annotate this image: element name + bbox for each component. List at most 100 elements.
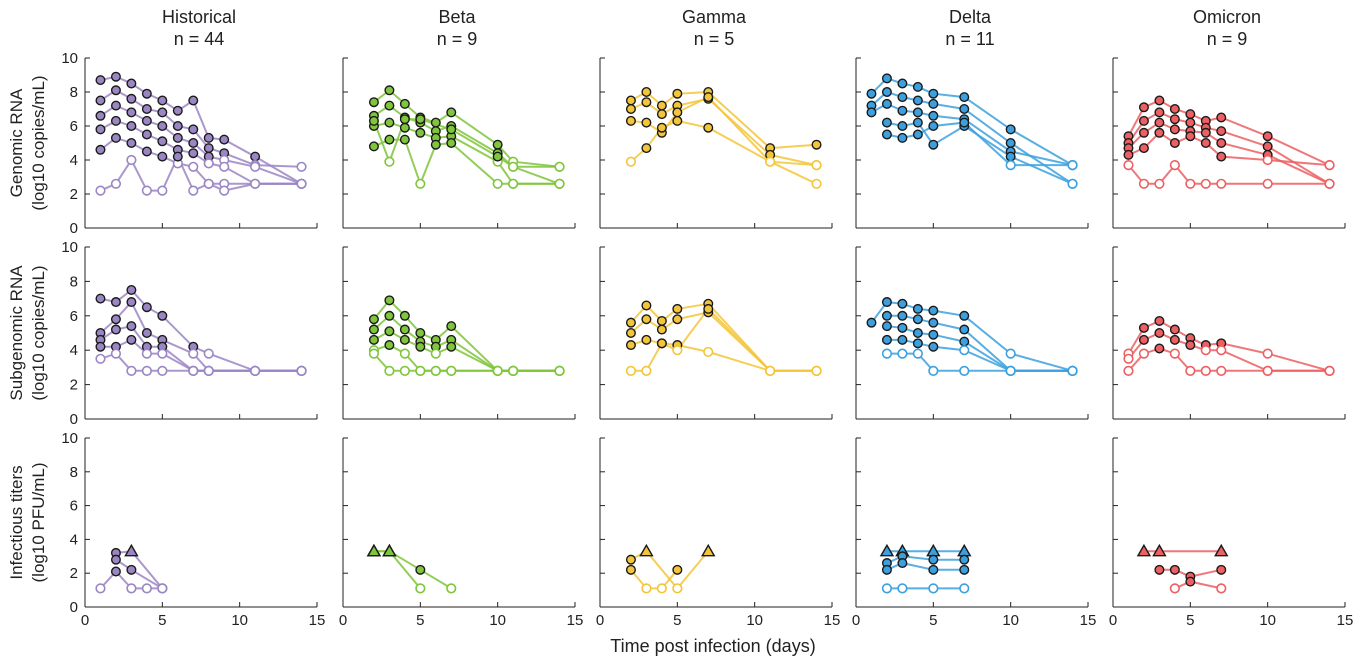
data-point xyxy=(1169,324,1180,335)
series-line xyxy=(630,569,679,590)
data-point-open xyxy=(141,348,152,359)
data-point-open xyxy=(1067,365,1078,376)
data-point xyxy=(110,566,121,577)
data-point-open xyxy=(928,583,939,594)
panel-gamma-row-0 xyxy=(599,57,833,229)
data-point xyxy=(126,564,137,575)
data-point xyxy=(928,98,939,109)
data-point xyxy=(415,127,426,138)
data-point-open xyxy=(1200,178,1211,189)
data-point-open xyxy=(625,365,637,376)
data-point-open xyxy=(928,365,939,376)
data-point xyxy=(641,117,652,128)
data-point-open xyxy=(1262,178,1273,189)
data-point xyxy=(1154,117,1165,128)
data-point-open xyxy=(1005,348,1016,359)
data-point-open xyxy=(656,583,667,594)
data-point xyxy=(641,314,652,325)
column-n-label-omicron: n = 9 xyxy=(1207,29,1248,49)
data-point xyxy=(368,314,379,325)
data-point-open xyxy=(296,178,307,189)
data-point-open xyxy=(126,154,137,166)
data-point xyxy=(384,295,395,306)
x-tick-label: 15 xyxy=(309,612,326,629)
data-point-open xyxy=(554,161,565,172)
x-axis-label: Time post infection (days) xyxy=(610,636,815,656)
x-tick-label: 10 xyxy=(1002,612,1019,629)
data-point-open xyxy=(641,365,652,376)
data-point xyxy=(399,324,410,335)
data-point xyxy=(110,324,121,335)
data-point-open xyxy=(672,345,683,356)
data-point xyxy=(959,103,970,114)
y-tick-label: 4 xyxy=(70,152,78,169)
data-point xyxy=(1154,315,1165,326)
series-line xyxy=(373,550,452,590)
data-point xyxy=(126,297,137,308)
data-point xyxy=(1169,564,1180,575)
data-point xyxy=(384,326,395,337)
data-point xyxy=(1262,141,1273,152)
data-point xyxy=(368,97,379,108)
data-point xyxy=(912,129,923,140)
data-point xyxy=(384,85,395,96)
row-ylabel-1-line-0: Subgenomic RNA xyxy=(7,265,26,401)
data-point xyxy=(110,297,121,308)
data-point xyxy=(368,141,379,152)
data-point-open xyxy=(1123,353,1134,364)
panel-beta-row-2: 0 5 10 15 xyxy=(339,437,583,629)
row-ylabel-0-line-0: Genomic RNA xyxy=(7,88,26,197)
data-point xyxy=(110,100,121,111)
data-point-open xyxy=(1200,365,1211,376)
data-point xyxy=(928,341,939,352)
data-point-open xyxy=(554,178,565,189)
data-point xyxy=(928,120,939,131)
x-tick-label: 15 xyxy=(1080,612,1097,629)
x-tick-label: 15 xyxy=(1337,612,1354,629)
data-point xyxy=(1138,334,1149,345)
data-point-open xyxy=(881,583,893,594)
data-point xyxy=(126,334,137,345)
data-point-open xyxy=(1185,178,1196,189)
data-point xyxy=(641,86,652,97)
y-tick-label: 8 xyxy=(70,464,78,481)
panel-beta-row-1 xyxy=(342,246,576,420)
data-point-triangle xyxy=(701,543,716,557)
data-point xyxy=(1169,103,1180,114)
data-point xyxy=(641,334,652,345)
data-point-open xyxy=(219,185,230,196)
data-point-open xyxy=(811,178,822,189)
row-ylabels: Genomic RNA (log10 copies/mL) Subgenomic R… xyxy=(7,75,48,582)
data-point xyxy=(384,134,395,145)
data-point xyxy=(203,132,214,143)
y-tick-label: 10 xyxy=(61,239,78,256)
y-tick-label: 4 xyxy=(70,342,78,359)
column-title-beta: Beta xyxy=(438,7,476,27)
data-point-open xyxy=(157,185,168,196)
data-point xyxy=(672,88,683,99)
series-line xyxy=(373,298,560,372)
data-point xyxy=(897,322,908,333)
data-point xyxy=(188,95,199,106)
x-tick-label: 5 xyxy=(416,612,424,629)
data-point xyxy=(897,310,908,321)
column-title-gamma: Gamma xyxy=(682,7,747,27)
data-point xyxy=(672,303,683,314)
y-tick-label: 4 xyxy=(70,531,78,548)
data-point xyxy=(446,137,457,148)
data-point xyxy=(446,321,457,332)
data-point xyxy=(368,324,379,335)
data-point xyxy=(126,137,137,148)
y-tick-label: 10 xyxy=(61,50,78,67)
data-point-open xyxy=(415,365,426,376)
data-point xyxy=(897,132,908,143)
series-line xyxy=(630,95,817,185)
data-point xyxy=(881,73,892,84)
data-point xyxy=(95,293,106,304)
row-ylabel-0-line-1: (log10 copies/mL) xyxy=(29,75,48,210)
data-point xyxy=(959,554,970,565)
data-point xyxy=(625,95,636,106)
data-point xyxy=(672,107,683,118)
data-point xyxy=(881,129,892,140)
